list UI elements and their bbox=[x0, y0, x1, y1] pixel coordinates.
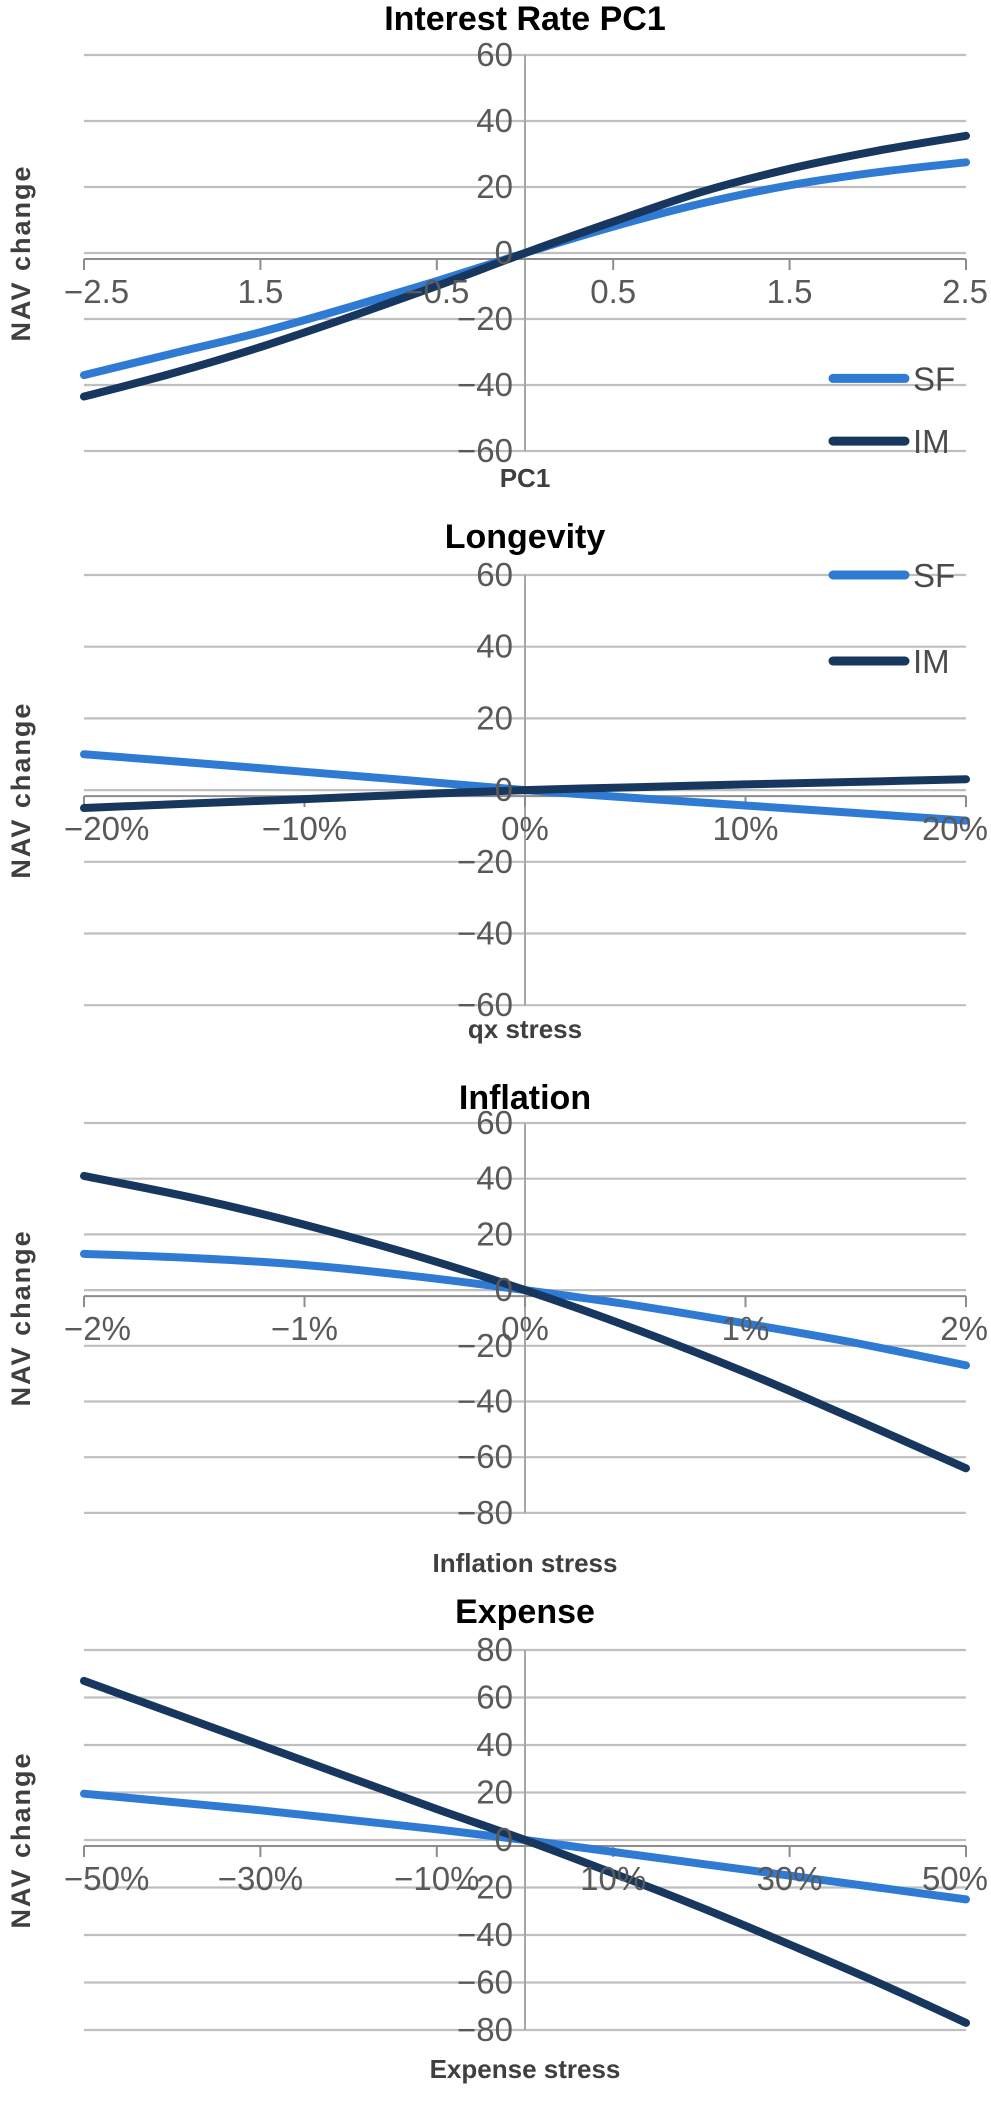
y-tick-label: −40 bbox=[457, 915, 513, 952]
y-tick-label: 0 bbox=[495, 771, 513, 808]
y-tick-label: −20 bbox=[457, 1869, 513, 1906]
y-tick-label: −80 bbox=[457, 2011, 513, 2048]
y-tick-label: 40 bbox=[476, 628, 513, 665]
x-tick-label: −2.5 bbox=[64, 273, 129, 310]
series-line-im bbox=[80, 131, 970, 401]
y-tick-label: −80 bbox=[457, 1494, 513, 1531]
x-tick-label: −0.5 bbox=[404, 273, 469, 310]
y-tick-label: 60 bbox=[476, 556, 513, 593]
legend-label-sf: SF bbox=[913, 360, 955, 397]
y-tick-label: 80 bbox=[476, 1631, 513, 1668]
y-tick-label: −20 bbox=[457, 1327, 513, 1364]
chart-interest-rate-pc1: SF IM 60 40 20 0 −20 −40 −60 −2.5 1.5 −0.5 0.5 1.5 2.5… bbox=[0, 0, 991, 510]
x-tick-label: −30% bbox=[218, 1860, 303, 1897]
x-tick-label: 2% bbox=[940, 1310, 988, 1347]
x-axis-title: qx stress bbox=[468, 1014, 582, 1044]
x-tick-label: 0.5 bbox=[590, 273, 636, 310]
y-tick-label: −40 bbox=[457, 1383, 513, 1420]
y-tick-label: 20 bbox=[476, 699, 513, 736]
chart-svg-inflation: 60 40 20 0 −20 −40 −60 −80 −2% −1% 0% 1% 2% Inflation… bbox=[6, 1079, 988, 1578]
x-tick-label: 0% bbox=[501, 810, 549, 847]
y-tick-label: −20 bbox=[457, 300, 513, 337]
x-tick-label: 50% bbox=[922, 1860, 988, 1897]
x-tick-label: −10% bbox=[262, 810, 347, 847]
y-tick-label: −60 bbox=[457, 432, 513, 469]
x-tick-label: 0% bbox=[501, 1310, 549, 1347]
legend-label-im: IM bbox=[913, 643, 950, 680]
chart-longevity: SF IM 60 40 20 0 −20 −40 −60 −20% −10% 0% 10% 20% Long… bbox=[0, 510, 991, 1068]
chart-svg-interest-rate-pc1: SF IM 60 40 20 0 −20 −40 −60 −2.5 1.5 −0.5 0.5 1.5 2.5… bbox=[6, 0, 988, 493]
chart-svg-longevity: SF IM 60 40 20 0 −20 −40 −60 −20% −10% 0% 10% 20% Long… bbox=[6, 518, 988, 1044]
series-line-im bbox=[80, 1171, 970, 1473]
y-tick-label: 60 bbox=[476, 36, 513, 73]
x-tick-label: −2% bbox=[64, 1310, 131, 1347]
y-axis-title: NAV change bbox=[6, 1751, 36, 1928]
chart-title: Expense bbox=[455, 1593, 595, 1631]
y-tick-label: 40 bbox=[476, 1160, 513, 1197]
x-tick-label: −10% bbox=[394, 1860, 479, 1897]
y-tick-label: 20 bbox=[476, 1774, 513, 1811]
y-tick-label: −40 bbox=[457, 366, 513, 403]
x-tick-label: 1.5 bbox=[767, 273, 813, 310]
y-axis-title: NAV change bbox=[6, 1229, 36, 1406]
chart-svg-expense: 80 60 40 20 0 −20 −40 −60 −80 −50% −30% −10% 10% 30% 5… bbox=[6, 1593, 988, 2084]
y-axis-title: NAV change bbox=[6, 702, 36, 879]
y-tick-label: 0 bbox=[495, 1271, 513, 1308]
x-tick-label: −1% bbox=[271, 1310, 338, 1347]
x-axis-title: Inflation stress bbox=[433, 1548, 618, 1578]
y-tick-label: 60 bbox=[476, 1679, 513, 1716]
y-tick-label: 20 bbox=[476, 168, 513, 205]
y-tick-label: 40 bbox=[476, 1726, 513, 1763]
chart-title: Longevity bbox=[445, 518, 606, 556]
series-line-im bbox=[80, 775, 970, 813]
x-tick-label: 10% bbox=[712, 810, 778, 847]
x-tick-label: −20% bbox=[64, 810, 149, 847]
x-tick-label: 30% bbox=[757, 1860, 823, 1897]
y-tick-label: −20 bbox=[457, 843, 513, 880]
y-tick-label: −60 bbox=[457, 1964, 513, 2001]
y-tick-label: −60 bbox=[457, 986, 513, 1023]
y-tick-label: 20 bbox=[476, 1215, 513, 1252]
chart-title: Interest Rate PC1 bbox=[384, 0, 666, 38]
chart-expense: 80 60 40 20 0 −20 −40 −60 −80 −50% −30% −10% 10% 30% 5… bbox=[0, 1590, 991, 2111]
x-tick-label: 20% bbox=[922, 810, 988, 847]
x-axis-title: PC1 bbox=[500, 463, 551, 493]
x-tick-label: 10% bbox=[580, 1860, 646, 1897]
y-tick-label: 40 bbox=[476, 102, 513, 139]
y-axis-title: NAV change bbox=[6, 164, 36, 341]
y-tick-label: 0 bbox=[495, 234, 513, 271]
y-tick-label: −60 bbox=[457, 1438, 513, 1475]
chart-title: Inflation bbox=[459, 1079, 591, 1117]
x-tick-label: 1.5 bbox=[237, 273, 283, 310]
legend-label-sf: SF bbox=[913, 557, 955, 594]
x-tick-label: 1% bbox=[722, 1310, 770, 1347]
legend-label-im: IM bbox=[913, 423, 950, 460]
x-tick-label: −50% bbox=[64, 1860, 149, 1897]
x-axis-title: Expense stress bbox=[430, 2054, 621, 2084]
y-tick-label: 0 bbox=[495, 1821, 513, 1858]
chart-inflation: 60 40 20 0 −20 −40 −60 −80 −2% −1% 0% 1% 2% Inflation… bbox=[0, 1068, 991, 1590]
y-tick-label: −40 bbox=[457, 1916, 513, 1953]
y-tick-label: 60 bbox=[476, 1104, 513, 1141]
x-tick-label: 2.5 bbox=[942, 273, 988, 310]
series-line-im bbox=[80, 1676, 970, 2027]
